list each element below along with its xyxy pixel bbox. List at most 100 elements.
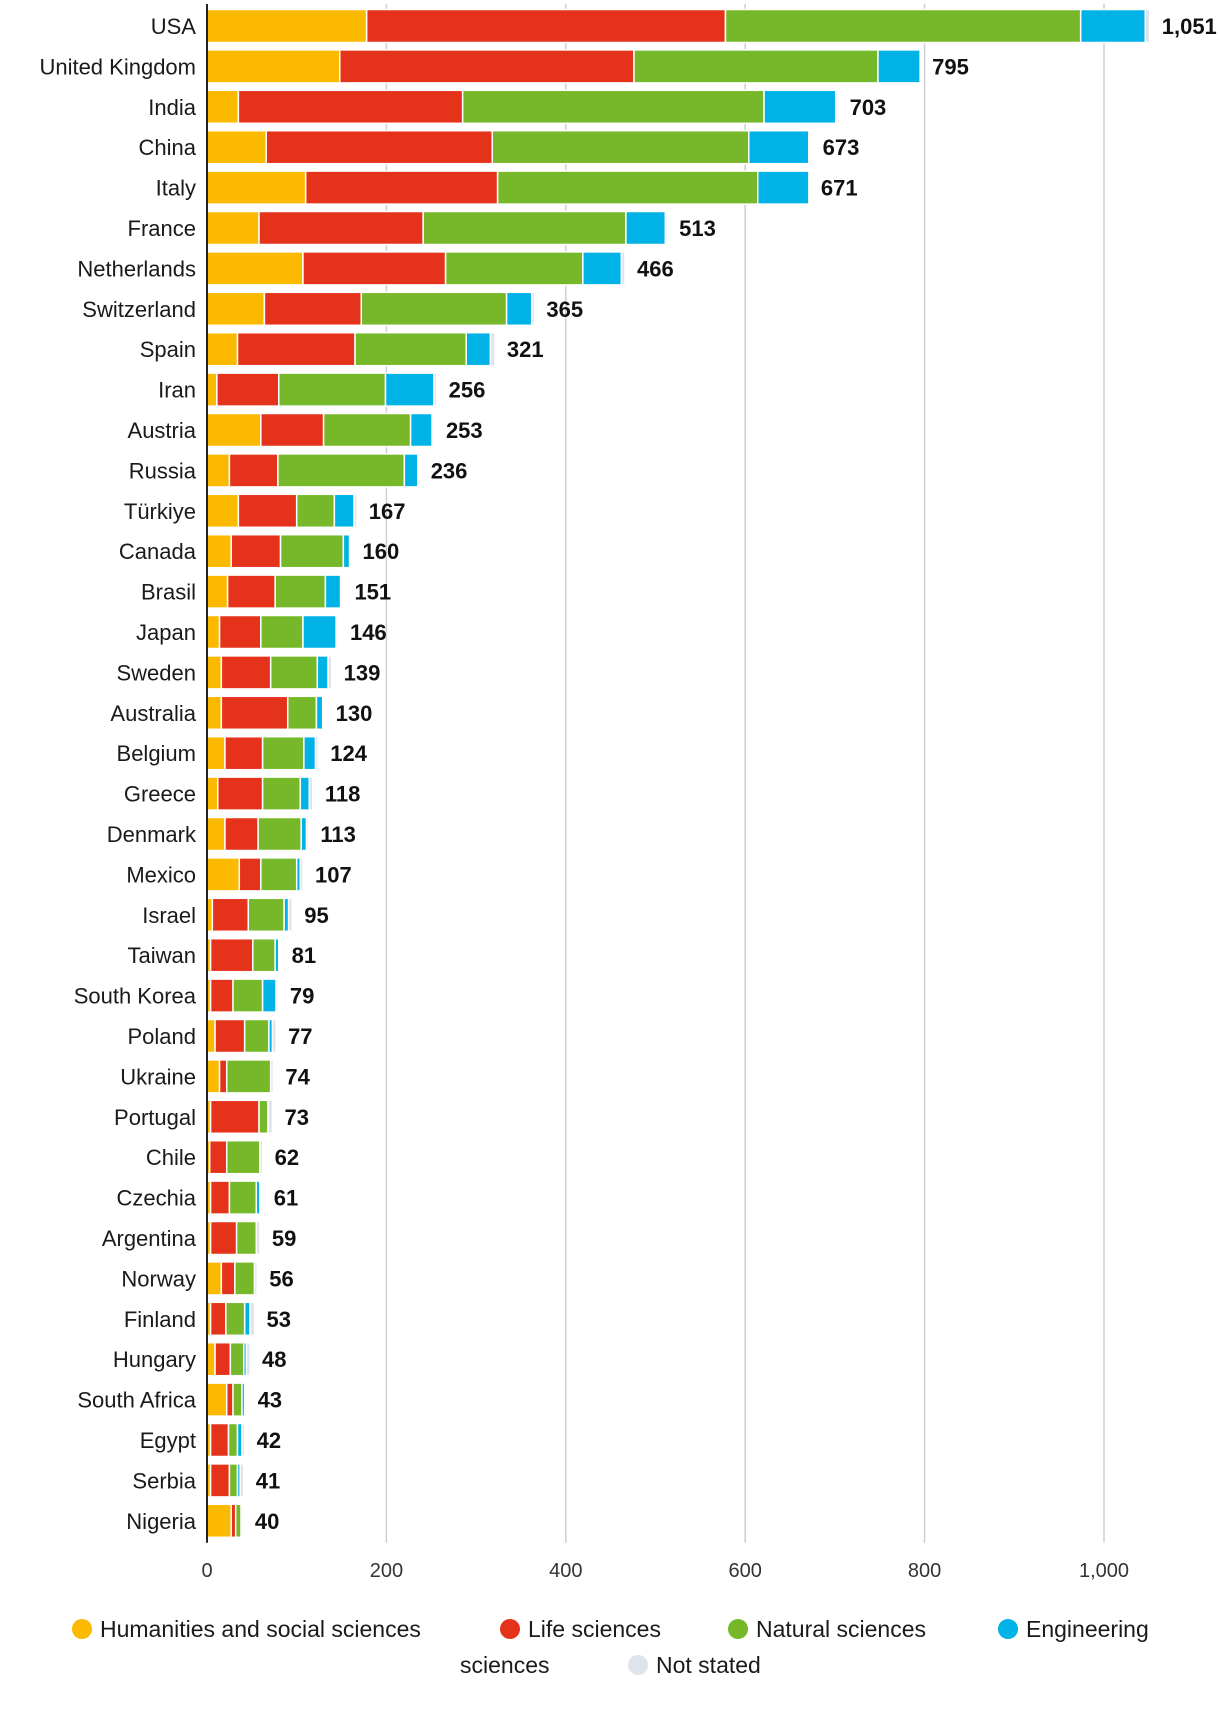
bar-segment-not-stated [433,372,438,407]
bar-segment-humanities-and-social-sciences [206,735,226,771]
category-label: Greece [124,782,196,807]
bar-segment-not-stated [275,978,279,1013]
total-value-label: 256 [449,378,486,403]
bar-segment-life-sciences [237,493,298,529]
total-value-label: 113 [320,822,356,847]
bar-segment-not-stated [243,1382,247,1417]
bar-segment-life-sciences [218,1059,228,1094]
bar-segment-humanities-and-social-sciences [206,372,218,407]
category-label: Finland [124,1307,196,1332]
legend-label: Humanities and social sciences [100,1616,421,1642]
bar-segment-engineering-sciences [315,695,324,731]
bar-segment-natural-sciences [235,1220,258,1256]
bar-segment-natural-sciences [227,1422,239,1458]
bar-segment-humanities-and-social-sciences [206,533,232,569]
bar-segment-not-stated [620,251,626,286]
category-label: Israel [142,903,196,928]
bar-segment-not-stated [255,1220,261,1256]
category-label: Nigeria [126,1509,196,1534]
bar-segment-life-sciences [339,49,635,84]
bar-segment-natural-sciences [496,170,759,205]
bar-segment-humanities-and-social-sciences [206,1382,228,1417]
bar-segment-natural-sciences [261,735,305,771]
bar-segment-natural-sciences [243,1018,270,1054]
category-label: Ukraine [120,1064,196,1089]
x-tick-label: 800 [908,1560,941,1582]
bar-segment-engineering-sciences [316,655,329,690]
bar-segment-life-sciences [258,210,424,246]
bar-segment-life-sciences [209,978,234,1013]
category-label: Italy [156,176,196,201]
bar-segment-natural-sciences [228,1463,239,1498]
category-label: Poland [127,1024,196,1049]
bar-segment-life-sciences [209,1301,227,1337]
bar-segment-life-sciences [216,372,280,407]
total-value-label: 56 [269,1266,293,1291]
category-label: South Korea [74,984,197,1009]
total-value-label: 118 [325,782,361,807]
total-value-label: 130 [336,701,373,726]
bar-segment-humanities-and-social-sciences [206,412,262,448]
bar-segment-life-sciences [302,251,447,286]
category-label: France [128,216,196,241]
category-label: Portugal [114,1105,196,1130]
category-label: USA [151,14,197,39]
category-label: China [139,135,197,160]
bar-segment-not-stated [240,1503,244,1539]
total-value-label: 513 [679,216,716,241]
total-value-label: 671 [821,176,858,201]
bar-segment-not-stated [245,1341,251,1377]
bar-segment-engineering-sciences [582,251,623,286]
bar-segment-natural-sciences [260,857,298,892]
bar-segment-humanities-and-social-sciences [206,1503,232,1539]
category-label: India [148,95,196,120]
total-value-label: 146 [350,620,387,645]
category-label: Chile [146,1145,196,1170]
bar-segment-engineering-sciences [403,453,419,488]
bar-segment-not-stated [327,655,333,690]
legend-marker [728,1619,748,1639]
category-label: Mexico [126,862,196,887]
bar-segment-not-stated [335,614,339,650]
category-label: Czechia [117,1186,197,1211]
bar-segment-life-sciences [230,533,282,569]
bar-segment-life-sciences [263,291,363,327]
bar-segment-humanities-and-social-sciences [206,251,304,286]
category-label: Türkiye [124,499,196,524]
total-value-label: 1,051 [1162,14,1217,39]
bar-segment-life-sciences [225,1382,234,1417]
category-label: Belgium [117,741,196,766]
bar-segment-life-sciences [209,1099,260,1135]
bar-segment-engineering-sciences [243,1301,251,1337]
bar-segment-life-sciences [238,857,262,892]
category-label: Norway [121,1266,196,1291]
bar-segment-humanities-and-social-sciences [206,1018,216,1054]
category-label: United Kingdom [39,54,196,79]
bar-segment-natural-sciences [269,655,319,690]
bar-segment-natural-sciences [286,695,318,731]
bar-segment-life-sciences [224,816,259,852]
bar-segment-humanities-and-social-sciences [206,776,219,811]
x-tick-label: 600 [729,1560,762,1582]
bar-segment-natural-sciences [277,453,406,488]
bar-segment-life-sciences [214,1341,232,1377]
bar-segment-humanities-and-social-sciences [206,614,221,650]
bar-segment-not-stated [321,695,325,731]
bar-segment-life-sciences [365,8,727,44]
total-value-label: 703 [850,95,887,120]
total-value-label: 40 [255,1509,279,1534]
bar-segment-life-sciences [237,89,464,125]
category-label: Japan [136,620,196,645]
bar-segment-humanities-and-social-sciences [206,129,267,165]
bar-segment-humanities-and-social-sciences [206,1341,216,1377]
total-value-label: 139 [344,660,381,685]
bar-segment-humanities-and-social-sciences [206,89,240,125]
bar-segment-engineering-sciences [300,816,308,852]
total-value-label: 466 [637,256,674,281]
bar-segment-engineering-sciences [384,372,435,407]
total-value-label: 160 [363,539,400,564]
bar-segment-natural-sciences [444,251,584,286]
bar-segment-life-sciences [220,1261,236,1296]
bar-segment-life-sciences [304,170,499,205]
